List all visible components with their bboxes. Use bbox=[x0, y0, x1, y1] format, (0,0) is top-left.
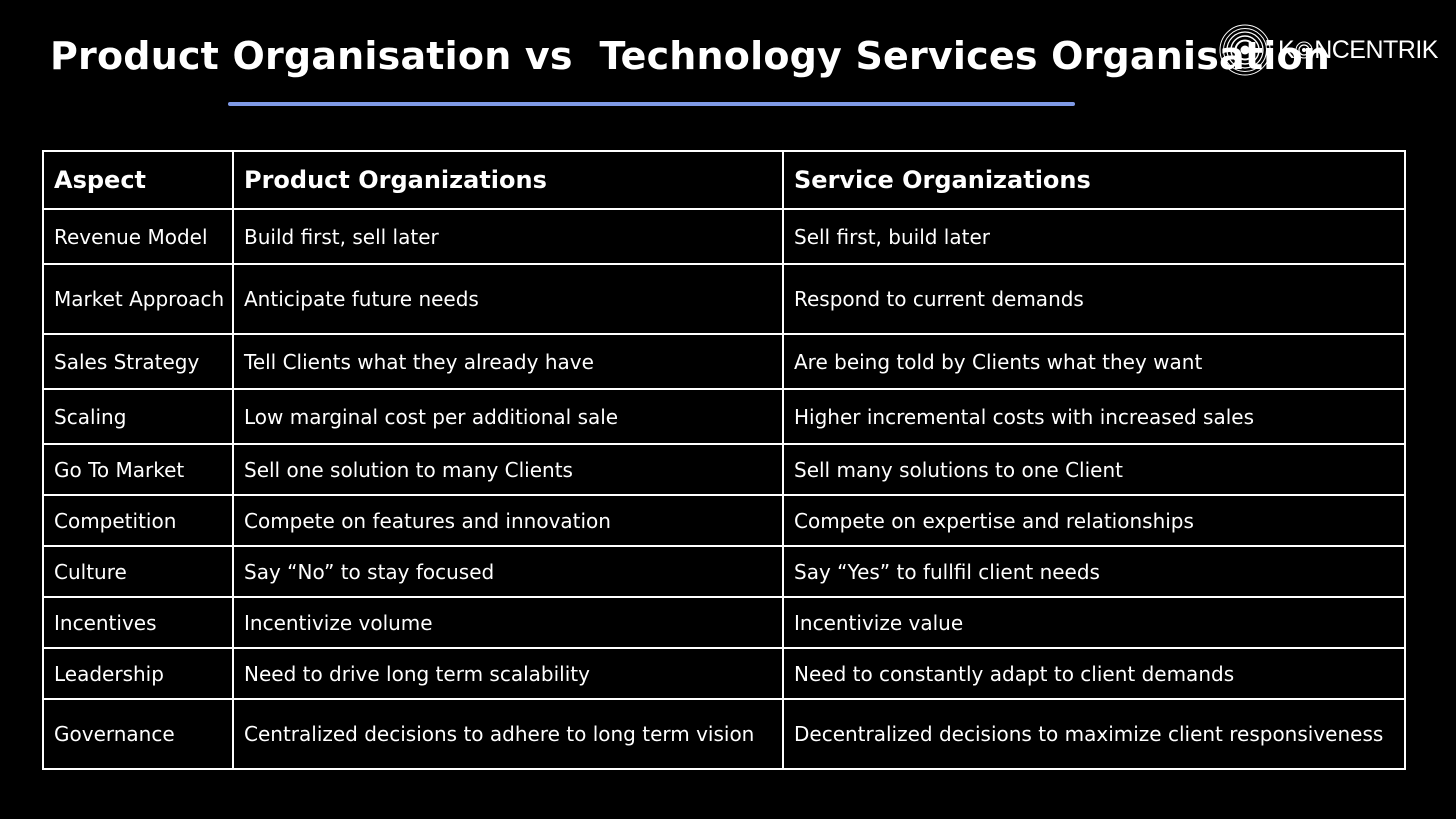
aspect-cell: Leadership bbox=[42, 647, 234, 700]
product-cell: Low marginal cost per additional sale bbox=[232, 388, 784, 445]
title-underline bbox=[228, 102, 1075, 106]
product-cell: Need to drive long term scalability bbox=[232, 647, 784, 700]
service-cell: Say “Yes” to fullfil client needs bbox=[782, 545, 1406, 598]
header-product: Product Organizations bbox=[232, 150, 784, 210]
aspect-cell: Governance bbox=[42, 698, 234, 770]
aspect-cell: Culture bbox=[42, 545, 234, 598]
aspect-cell: Market Approach bbox=[42, 263, 234, 335]
table-row: Scaling Low marginal cost per additional… bbox=[42, 388, 1406, 445]
aspect-cell: Competition bbox=[42, 494, 234, 547]
product-cell: Build first, sell later bbox=[232, 208, 784, 265]
logo-wordmark: K NCENTRIK bbox=[1278, 36, 1438, 65]
header-aspect: Aspect bbox=[42, 150, 234, 210]
product-cell: Centralized decisions to adhere to long … bbox=[232, 698, 784, 770]
service-cell: Higher incremental costs with increased … bbox=[782, 388, 1406, 445]
table-row: Culture Say “No” to stay focused Say “Ye… bbox=[42, 545, 1406, 598]
aspect-cell: Scaling bbox=[42, 388, 234, 445]
product-cell: Say “No” to stay focused bbox=[232, 545, 784, 598]
koncentrik-logo: K NCENTRIK bbox=[1218, 23, 1438, 77]
table-row: Market Approach Anticipate future needs … bbox=[42, 263, 1406, 335]
aspect-cell: Sales Strategy bbox=[42, 333, 234, 390]
table-row: Go To Market Sell one solution to many C… bbox=[42, 443, 1406, 496]
logo-text-start: K bbox=[1278, 35, 1295, 64]
logo-o-circles-icon bbox=[1295, 41, 1313, 59]
service-cell: Compete on expertise and relationships bbox=[782, 494, 1406, 547]
table-row: Incentives Incentivize volume Incentiviz… bbox=[42, 596, 1406, 649]
service-cell: Respond to current demands bbox=[782, 263, 1406, 335]
product-cell: Tell Clients what they already have bbox=[232, 333, 784, 390]
service-cell: Are being told by Clients what they want bbox=[782, 333, 1406, 390]
aspect-cell: Go To Market bbox=[42, 443, 234, 496]
table-row: Sales Strategy Tell Clients what they al… bbox=[42, 333, 1406, 390]
product-cell: Incentivize volume bbox=[232, 596, 784, 649]
aspect-cell: Revenue Model bbox=[42, 208, 234, 265]
table-row: Competition Compete on features and inno… bbox=[42, 494, 1406, 547]
service-cell: Need to constantly adapt to client deman… bbox=[782, 647, 1406, 700]
table-row: Governance Centralized decisions to adhe… bbox=[42, 698, 1406, 770]
table-header-row: Aspect Product Organizations Service Org… bbox=[42, 150, 1406, 210]
service-cell: Sell many solutions to one Client bbox=[782, 443, 1406, 496]
product-cell: Anticipate future needs bbox=[232, 263, 784, 335]
header-service: Service Organizations bbox=[782, 150, 1406, 210]
concentric-circles-icon bbox=[1219, 24, 1271, 76]
aspect-cell: Incentives bbox=[42, 596, 234, 649]
table-row: Revenue Model Build first, sell later Se… bbox=[42, 208, 1406, 265]
service-cell: Incentivize value bbox=[782, 596, 1406, 649]
page-title: Product Organisation vs Technology Servi… bbox=[50, 34, 1331, 78]
product-cell: Sell one solution to many Clients bbox=[232, 443, 784, 496]
table-row: Leadership Need to drive long term scala… bbox=[42, 647, 1406, 700]
comparison-table: Aspect Product Organizations Service Org… bbox=[42, 150, 1406, 770]
service-cell: Sell first, build later bbox=[782, 208, 1406, 265]
service-cell: Decentralized decisions to maximize clie… bbox=[782, 698, 1406, 770]
product-cell: Compete on features and innovation bbox=[232, 494, 784, 547]
logo-text-end: NCENTRIK bbox=[1314, 35, 1438, 64]
